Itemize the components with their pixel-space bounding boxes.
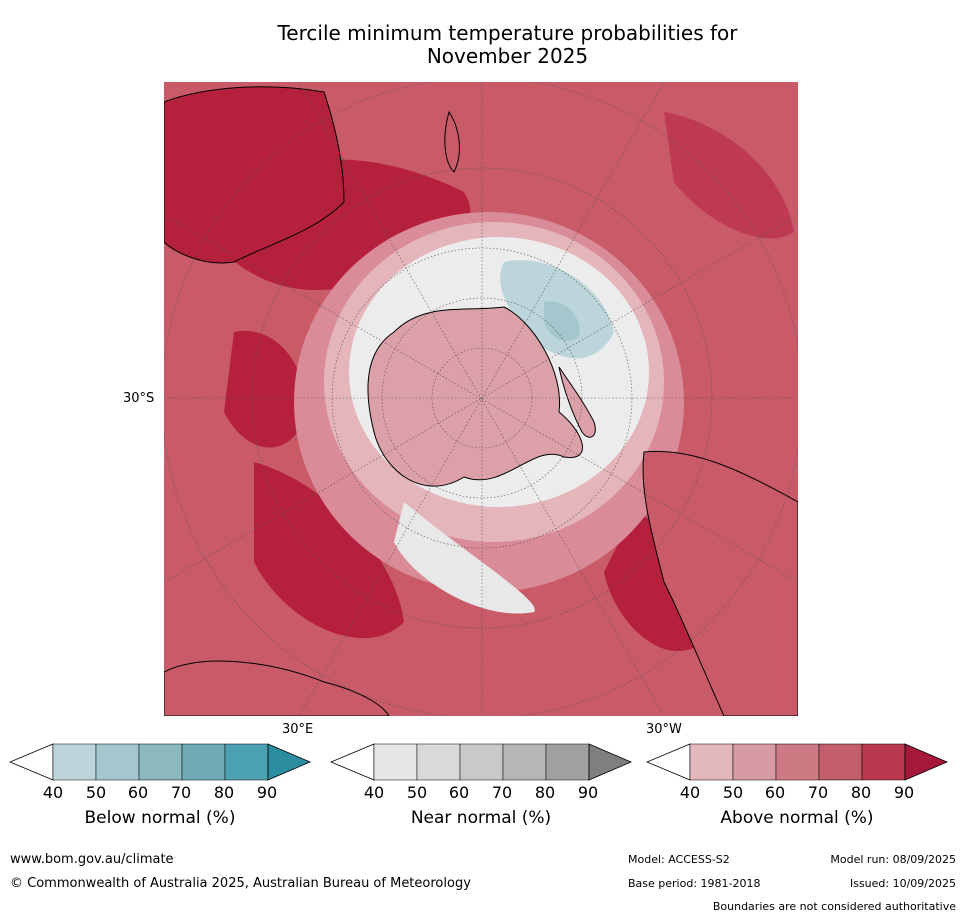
colorbar-segment bbox=[373, 743, 418, 781]
colorbar-above-normal bbox=[646, 743, 948, 781]
colorbar-title-above: Above normal (%) bbox=[720, 808, 874, 828]
above-90-region-southwest bbox=[254, 462, 404, 639]
title-line-2: November 2025 bbox=[426, 44, 589, 68]
below-normal-core bbox=[544, 301, 580, 342]
colorbar-max-extend bbox=[904, 743, 948, 781]
colorbar-segment bbox=[181, 743, 226, 781]
tick-label: 80 bbox=[850, 783, 872, 802]
colorbar-below-normal bbox=[9, 743, 311, 781]
lon-label-30w: 30°W bbox=[646, 722, 682, 737]
australia-landmass bbox=[164, 86, 345, 264]
colorbar-min-extend bbox=[646, 743, 691, 781]
title-line-1: Tercile minimum temperature probabilitie… bbox=[277, 21, 738, 45]
tick-label: 40 bbox=[679, 783, 701, 802]
above-80-region-ne bbox=[664, 112, 794, 239]
colorbar-segment bbox=[775, 743, 820, 781]
tick-label: 50 bbox=[85, 783, 107, 802]
map-title: Tercile minimum temperature probabilitie… bbox=[160, 22, 855, 68]
colorbar-segment bbox=[502, 743, 547, 781]
footer-model-run: Model run: 08/09/2025 bbox=[830, 853, 956, 866]
tick-label: 80 bbox=[213, 783, 235, 802]
colorbar-near-normal bbox=[330, 743, 632, 781]
colorbar-min-extend bbox=[9, 743, 54, 781]
colorbar-max-extend bbox=[267, 743, 311, 781]
graticule bbox=[164, 82, 798, 716]
colorbar-segment bbox=[224, 743, 269, 781]
colorbar-segment bbox=[416, 743, 461, 781]
colorbar-segment bbox=[818, 743, 863, 781]
colorbar-segment bbox=[459, 743, 504, 781]
colorbar-title-near: Near normal (%) bbox=[410, 808, 552, 828]
africa-landmass bbox=[164, 660, 390, 716]
tick-label: 90 bbox=[893, 783, 915, 802]
near-normal-south bbox=[394, 502, 535, 614]
tick-label: 80 bbox=[534, 783, 556, 802]
footer-model: Model: ACCESS-S2 bbox=[628, 853, 730, 866]
colorbar-segment bbox=[861, 743, 906, 781]
colorbar-segment bbox=[732, 743, 777, 781]
south-america-landmass bbox=[642, 450, 798, 716]
map-svg bbox=[164, 82, 798, 716]
colorbar-segment bbox=[95, 743, 140, 781]
footer-copyright: © Commonwealth of Australia 2025, Austra… bbox=[10, 876, 471, 891]
tick-label: 70 bbox=[807, 783, 829, 802]
probability-map bbox=[164, 82, 798, 716]
tick-label: 50 bbox=[722, 783, 744, 802]
tick-label: 70 bbox=[491, 783, 513, 802]
tick-label: 60 bbox=[127, 783, 149, 802]
footer-url[interactable]: www.bom.gov.au/climate bbox=[10, 852, 174, 867]
colorbar-segment bbox=[689, 743, 734, 781]
colorbar-segment bbox=[52, 743, 97, 781]
above-90-region-west bbox=[224, 330, 306, 448]
tick-label: 40 bbox=[42, 783, 64, 802]
tick-label: 60 bbox=[764, 783, 786, 802]
footer-issued: Issued: 10/09/2025 bbox=[849, 877, 956, 890]
tick-label: 50 bbox=[406, 783, 428, 802]
tick-label: 90 bbox=[577, 783, 599, 802]
footer-disclaimer: Boundaries are not considered authoritat… bbox=[712, 900, 956, 913]
colorbar-segment bbox=[138, 743, 183, 781]
tick-label: 70 bbox=[170, 783, 192, 802]
new-zealand bbox=[444, 110, 460, 173]
colorbar-title-below: Below normal (%) bbox=[84, 808, 236, 828]
tick-label: 60 bbox=[448, 783, 470, 802]
colorbar-max-extend bbox=[588, 743, 632, 781]
antarctic-peninsula bbox=[558, 366, 596, 438]
footer-base-period: Base period: 1981-2018 bbox=[628, 877, 761, 890]
tick-label: 90 bbox=[256, 783, 278, 802]
tick-label: 40 bbox=[363, 783, 385, 802]
antarctica-landmass bbox=[367, 306, 583, 487]
colorbar-segment bbox=[545, 743, 590, 781]
lat-label-30s: 30°S bbox=[123, 391, 155, 406]
lon-label-30e: 30°E bbox=[282, 722, 314, 737]
colorbar-min-extend bbox=[330, 743, 375, 781]
